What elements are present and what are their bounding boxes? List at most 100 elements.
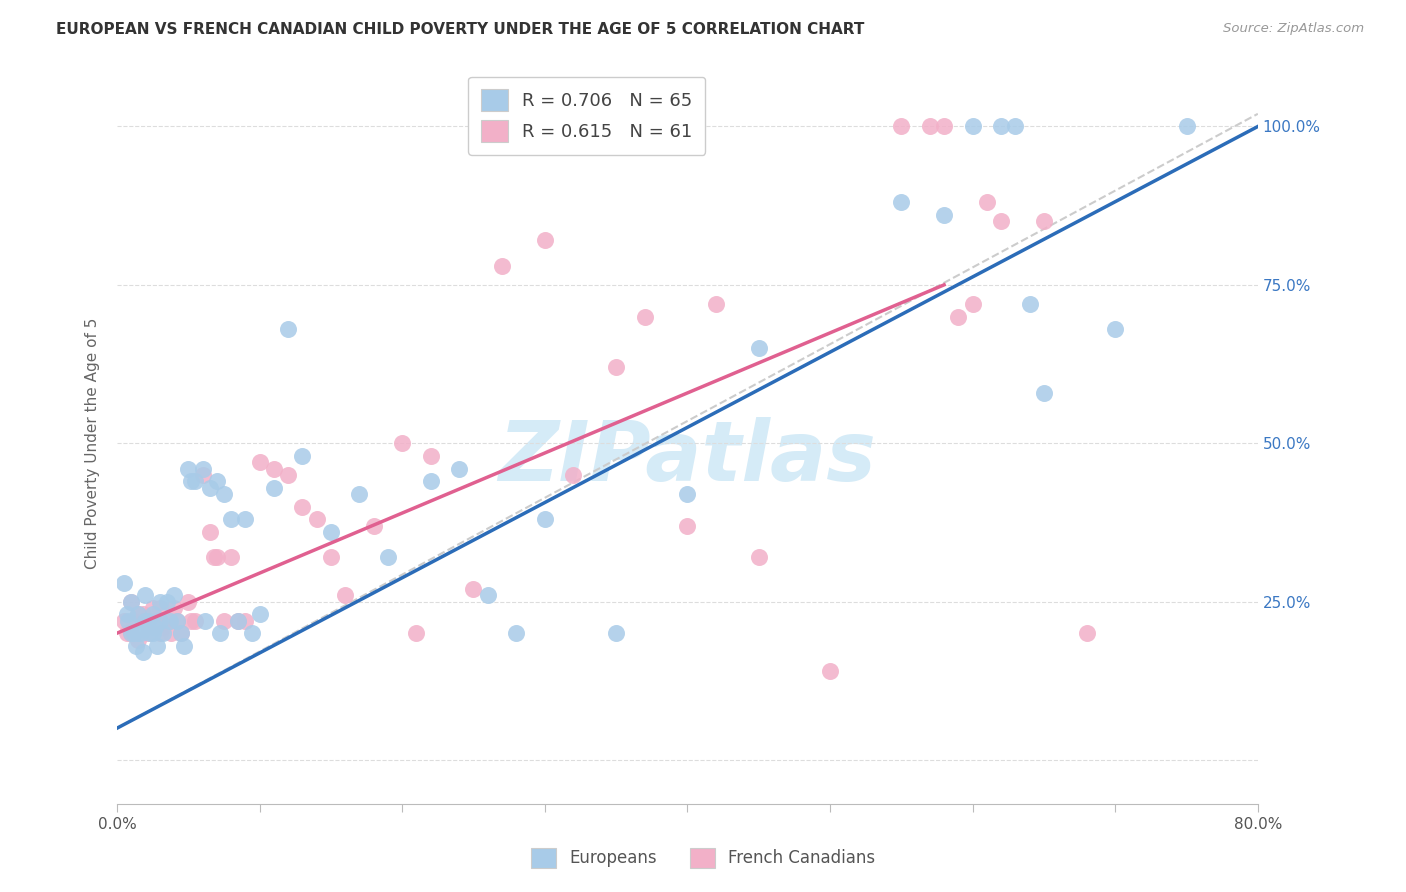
- Point: [918, 120, 941, 134]
- Point: [177, 594, 200, 608]
- Point: [219, 512, 242, 526]
- Point: [127, 607, 149, 622]
- Point: [146, 639, 169, 653]
- Point: [152, 620, 174, 634]
- Point: [180, 474, 202, 488]
- Point: [198, 524, 221, 539]
- Point: [226, 614, 249, 628]
- Point: [212, 614, 235, 628]
- Point: [131, 607, 153, 622]
- Point: [932, 208, 955, 222]
- Point: [129, 626, 152, 640]
- Point: [633, 310, 655, 324]
- Point: [890, 195, 912, 210]
- Point: [149, 594, 172, 608]
- Point: [115, 607, 138, 622]
- Point: [120, 594, 142, 608]
- Point: [145, 614, 167, 628]
- Point: [242, 626, 264, 640]
- Point: [149, 600, 172, 615]
- Point: [212, 487, 235, 501]
- Text: EUROPEAN VS FRENCH CANADIAN CHILD POVERTY UNDER THE AGE OF 5 CORRELATION CHART: EUROPEAN VS FRENCH CANADIAN CHILD POVERT…: [56, 22, 865, 37]
- Point: [205, 550, 228, 565]
- Point: [349, 487, 371, 501]
- Point: [562, 467, 585, 482]
- Point: [277, 467, 299, 482]
- Point: [166, 614, 188, 628]
- Point: [505, 626, 527, 640]
- Point: [156, 594, 179, 608]
- Point: [202, 550, 225, 565]
- Point: [198, 481, 221, 495]
- Point: [142, 626, 165, 640]
- Point: [117, 614, 139, 628]
- Point: [291, 500, 314, 514]
- Point: [127, 607, 149, 622]
- Y-axis label: Child Poverty Under the Age of 5: Child Poverty Under the Age of 5: [86, 318, 100, 569]
- Point: [748, 341, 770, 355]
- Point: [166, 614, 188, 628]
- Point: [208, 626, 231, 640]
- Point: [173, 639, 195, 653]
- Point: [477, 588, 499, 602]
- Point: [134, 614, 156, 628]
- Point: [605, 360, 627, 375]
- Point: [990, 120, 1012, 134]
- Point: [263, 461, 285, 475]
- Point: [120, 594, 142, 608]
- Point: [676, 518, 699, 533]
- Point: [1032, 385, 1054, 400]
- Point: [676, 487, 699, 501]
- Point: [1004, 120, 1026, 134]
- Point: [112, 575, 135, 590]
- Point: [149, 614, 172, 628]
- Point: [177, 461, 200, 475]
- Point: [152, 626, 174, 640]
- Point: [120, 626, 142, 640]
- Point: [226, 614, 249, 628]
- Point: [890, 120, 912, 134]
- Point: [1018, 297, 1040, 311]
- Point: [333, 588, 356, 602]
- Legend: Europeans, French Canadians: Europeans, French Canadians: [524, 841, 882, 875]
- Point: [134, 588, 156, 602]
- Text: Source: ZipAtlas.com: Source: ZipAtlas.com: [1223, 22, 1364, 36]
- Text: ZIPatlas: ZIPatlas: [499, 417, 876, 498]
- Point: [1104, 322, 1126, 336]
- Point: [319, 524, 342, 539]
- Point: [194, 614, 217, 628]
- Point: [533, 512, 555, 526]
- Point: [491, 259, 513, 273]
- Point: [180, 614, 202, 628]
- Point: [377, 550, 399, 565]
- Point: [205, 474, 228, 488]
- Point: [191, 461, 214, 475]
- Point: [1175, 120, 1198, 134]
- Point: [948, 310, 970, 324]
- Point: [405, 626, 427, 640]
- Point: [748, 550, 770, 565]
- Point: [277, 322, 299, 336]
- Point: [605, 626, 627, 640]
- Point: [463, 582, 485, 596]
- Point: [127, 632, 149, 647]
- Point: [233, 512, 256, 526]
- Point: [419, 449, 441, 463]
- Point: [219, 550, 242, 565]
- Point: [127, 626, 149, 640]
- Point: [976, 195, 998, 210]
- Point: [184, 614, 207, 628]
- Point: [704, 297, 727, 311]
- Point: [142, 607, 165, 622]
- Point: [449, 461, 471, 475]
- Point: [363, 518, 385, 533]
- Point: [131, 645, 153, 659]
- Point: [122, 626, 145, 640]
- Point: [932, 120, 955, 134]
- Point: [1076, 626, 1098, 640]
- Point: [291, 449, 314, 463]
- Point: [163, 600, 186, 615]
- Point: [115, 626, 138, 640]
- Point: [319, 550, 342, 565]
- Point: [124, 639, 146, 653]
